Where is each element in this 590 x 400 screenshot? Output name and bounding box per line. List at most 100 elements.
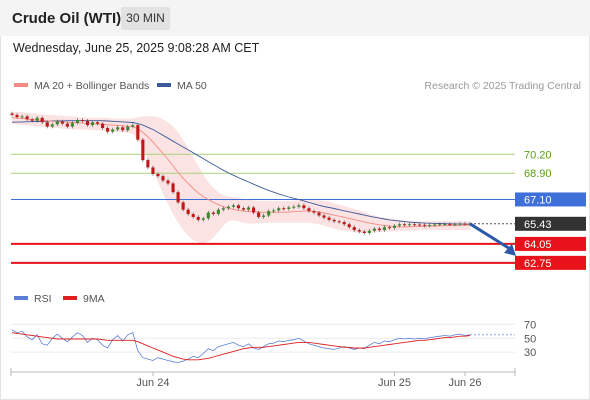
forecast-arrow-shaft xyxy=(469,222,511,251)
rsi-panel: 70 50 30 xyxy=(11,319,536,363)
candle-body xyxy=(342,222,346,225)
candle-body xyxy=(367,230,371,233)
candle-body xyxy=(257,212,261,217)
legend-item-rsi: RSI xyxy=(14,293,52,305)
candle-body xyxy=(191,214,195,217)
candle-body xyxy=(317,212,321,216)
candle-body xyxy=(362,231,366,233)
candle-body xyxy=(236,205,241,209)
candle-body xyxy=(20,116,24,118)
candle-body xyxy=(433,224,437,226)
legend-item-ma20: MA 20 + Bollinger Bands xyxy=(14,80,149,92)
bollinger-band-fill xyxy=(12,112,470,244)
candle-body xyxy=(377,228,381,231)
candle-body xyxy=(463,223,467,225)
candle-body xyxy=(216,209,220,215)
rsi-tick-50: 50 xyxy=(524,333,536,345)
candle-body xyxy=(80,120,85,122)
candle-body xyxy=(307,208,311,212)
candle-body xyxy=(448,223,452,225)
candle-body xyxy=(327,217,331,220)
forecast-overlay xyxy=(469,222,516,256)
candle-body xyxy=(443,223,447,225)
candle-body xyxy=(75,120,79,123)
legend-label-9ma: 9MA xyxy=(83,293,105,305)
candle-body xyxy=(372,228,376,231)
x-axis: Jun 24 Jun 25 Jun 26 xyxy=(10,368,516,389)
rsi-tick-70: 70 xyxy=(524,319,536,331)
candle-body xyxy=(352,227,356,231)
candle-body xyxy=(156,173,160,177)
candle-body xyxy=(302,205,306,209)
candle-body xyxy=(50,124,54,127)
forecast-arrow-head xyxy=(504,243,516,256)
candle-body xyxy=(35,117,39,121)
indicator-lines xyxy=(11,117,471,228)
level-label-62.75: 62.75 xyxy=(524,258,552,270)
level-tag-64.05 xyxy=(515,236,586,251)
level-tag-67.10 xyxy=(515,192,586,207)
candle-body xyxy=(126,126,130,131)
candle-body xyxy=(337,221,341,223)
ma50-line xyxy=(11,120,470,225)
timeframe-badge[interactable]: 30 MIN xyxy=(121,7,170,30)
candle-body xyxy=(111,129,115,132)
candle-body xyxy=(30,119,34,121)
research-credit: Research © 2025 Trading Central xyxy=(424,80,581,92)
candle-body xyxy=(241,208,246,210)
candle-body xyxy=(55,121,59,125)
candle-body xyxy=(10,113,14,115)
ma20-swatch xyxy=(14,83,28,88)
candle-body xyxy=(166,180,170,184)
candle-body xyxy=(397,224,402,226)
candle-body xyxy=(357,230,361,232)
x-tick-label: Jun 25 xyxy=(378,377,411,389)
rsi-line xyxy=(11,329,471,363)
candle-body xyxy=(408,224,412,226)
candle-body xyxy=(387,227,392,229)
candle-body xyxy=(332,219,336,222)
candle-body xyxy=(146,160,150,168)
candle-body xyxy=(428,224,432,226)
candle-body xyxy=(423,224,427,226)
candle-body xyxy=(262,215,266,217)
candle-body xyxy=(277,208,281,211)
candle-body xyxy=(176,192,180,203)
candle-body xyxy=(40,117,44,123)
candle-body xyxy=(282,208,286,210)
rsi-9ma-line xyxy=(11,332,471,361)
candle-body xyxy=(413,224,417,226)
candle-body xyxy=(382,227,386,231)
level-label-70.20: 70.20 xyxy=(524,149,552,161)
candle-body xyxy=(267,211,271,216)
instrument-title: Crude Oil (WTI) xyxy=(12,10,122,27)
candle-body xyxy=(226,206,230,209)
x-tick-label: Jun 24 xyxy=(136,377,169,389)
candle-body xyxy=(15,114,19,118)
legend-item-9ma: 9MA xyxy=(63,293,105,305)
candle-body xyxy=(151,167,155,174)
candle-body xyxy=(292,206,296,208)
candle-body xyxy=(392,225,397,228)
candle-body xyxy=(131,125,135,127)
level-label-67.10: 67.10 xyxy=(524,194,552,206)
candle-body xyxy=(25,116,29,120)
candle-body xyxy=(201,218,205,220)
candle-body xyxy=(60,121,64,124)
bollinger-bands xyxy=(12,112,470,244)
candle-body xyxy=(85,120,90,126)
legend-item-ma50: MA 50 xyxy=(157,80,207,92)
candle-body xyxy=(403,224,407,226)
candle-body xyxy=(171,183,175,193)
candle-body xyxy=(272,210,276,212)
candle-body xyxy=(287,207,291,209)
candle-body xyxy=(141,139,145,161)
candle-body xyxy=(297,205,301,207)
candle-body xyxy=(231,205,236,207)
rsi-swatch xyxy=(14,296,28,301)
candle-body xyxy=(186,209,190,215)
candle-body xyxy=(181,202,185,210)
rsi-tick-30: 30 xyxy=(524,347,536,359)
level-tag-62.75 xyxy=(515,255,586,270)
candle-body xyxy=(101,123,105,129)
